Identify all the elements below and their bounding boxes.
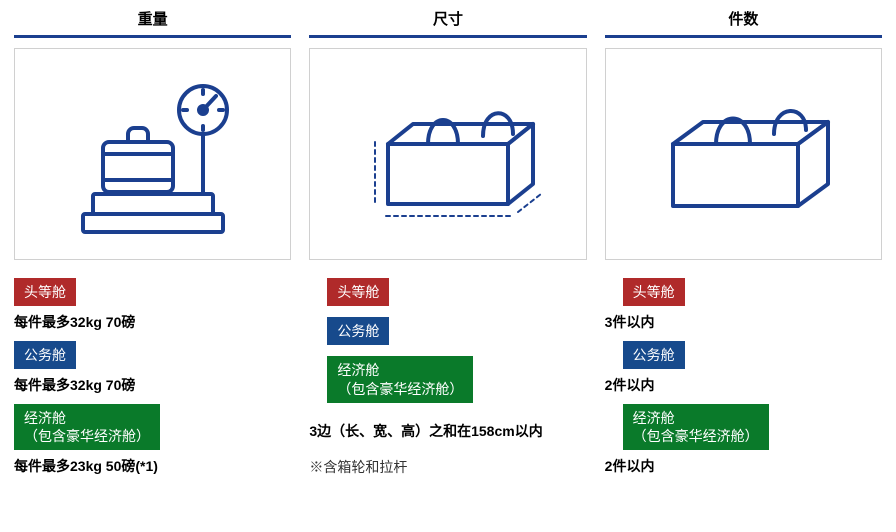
weight-rows: 头等舱每件最多32kg 70磅公务舱每件最多32kg 70磅经济舱（包含豪华经济… <box>14 278 291 485</box>
weight-text: 每件最多32kg 70磅 <box>14 376 291 396</box>
count-text: 3件以内 <box>605 313 882 333</box>
size-badge-row: 头等舱 <box>309 278 586 311</box>
weight-text: 每件最多23kg 50磅(*1) <box>14 457 291 477</box>
count-row: 经济舱 （包含豪华经济舱） 2件以内 <box>605 404 882 477</box>
weight-row: 经济舱 （包含豪华经济舱） 每件最多23kg 50磅(*1) <box>14 404 291 477</box>
count-rows: 头等舱3件以内公务舱2件以内经济舱（包含豪华经济舱）2件以内 <box>605 278 882 485</box>
badge-line: 公务舱 <box>633 347 675 363</box>
count-row: 头等舱 3件以内 <box>605 278 882 333</box>
size-badges: 头等舱公务舱经济舱 （包含豪华经济舱） <box>309 278 586 414</box>
size-text: 3边（长、宽、高）之和在158cm以内 <box>309 422 586 442</box>
size-note: ※含箱轮和拉杆 <box>309 457 586 477</box>
weight-row: 公务舱每件最多32kg 70磅 <box>14 341 291 396</box>
icon-box-weight <box>14 48 291 260</box>
size-badge-row: 经济舱 （包含豪华经济舱） <box>309 356 586 407</box>
class-badge: 头等舱 <box>14 278 76 306</box>
count-text: 2件以内 <box>605 457 882 477</box>
class-badge: 公务舱 <box>623 341 685 369</box>
bag-icon <box>628 64 858 244</box>
count-text: 2件以内 <box>605 376 882 396</box>
size-badge-row: 公务舱 <box>309 317 586 350</box>
badge-line: 经济舱 <box>24 410 66 426</box>
class-badge: 经济舱 （包含豪华经济舱） <box>14 404 160 450</box>
class-badge: 头等舱 <box>623 278 685 306</box>
badge-line: （包含豪华经济舱） <box>337 381 463 397</box>
weight-text: 每件最多32kg 70磅 <box>14 313 291 333</box>
bag-dimensions-icon <box>333 64 563 244</box>
weighing-scale-icon <box>48 64 258 244</box>
header-count: 件数 <box>605 8 882 38</box>
column-count: 件数 头等舱3件以内公务舱2件以内经济舱（包含豪华经济舱）2件以内 <box>605 8 882 485</box>
class-badge: 头等舱 <box>327 278 389 306</box>
baggage-info-grid: 重量 <box>0 0 896 499</box>
header-size: 尺寸 <box>309 8 586 38</box>
badge-line: 头等舱 <box>24 284 66 300</box>
icon-box-count <box>605 48 882 260</box>
badge-line: 经济舱 <box>633 410 675 426</box>
weight-row: 头等舱每件最多32kg 70磅 <box>14 278 291 333</box>
header-weight: 重量 <box>14 8 291 38</box>
badge-line: 公务舱 <box>24 347 66 363</box>
class-badge: 经济舱 （包含豪华经济舱） <box>623 404 769 450</box>
badge-line: 头等舱 <box>633 284 675 300</box>
badge-line: （包含豪华经济舱） <box>24 428 150 444</box>
column-size: 尺寸 <box>309 8 586 477</box>
class-badge: 公务舱 <box>327 317 389 345</box>
badge-line: 经济舱 <box>337 362 379 378</box>
badge-line: 头等舱 <box>337 284 379 300</box>
badge-line: （包含豪华经济舱） <box>633 428 759 444</box>
class-badge: 经济舱 （包含豪华经济舱） <box>327 356 473 402</box>
column-weight: 重量 <box>14 8 291 485</box>
count-row: 公务舱 2件以内 <box>605 341 882 396</box>
class-badge: 公务舱 <box>14 341 76 369</box>
icon-box-size <box>309 48 586 260</box>
badge-line: 公务舱 <box>337 323 379 339</box>
